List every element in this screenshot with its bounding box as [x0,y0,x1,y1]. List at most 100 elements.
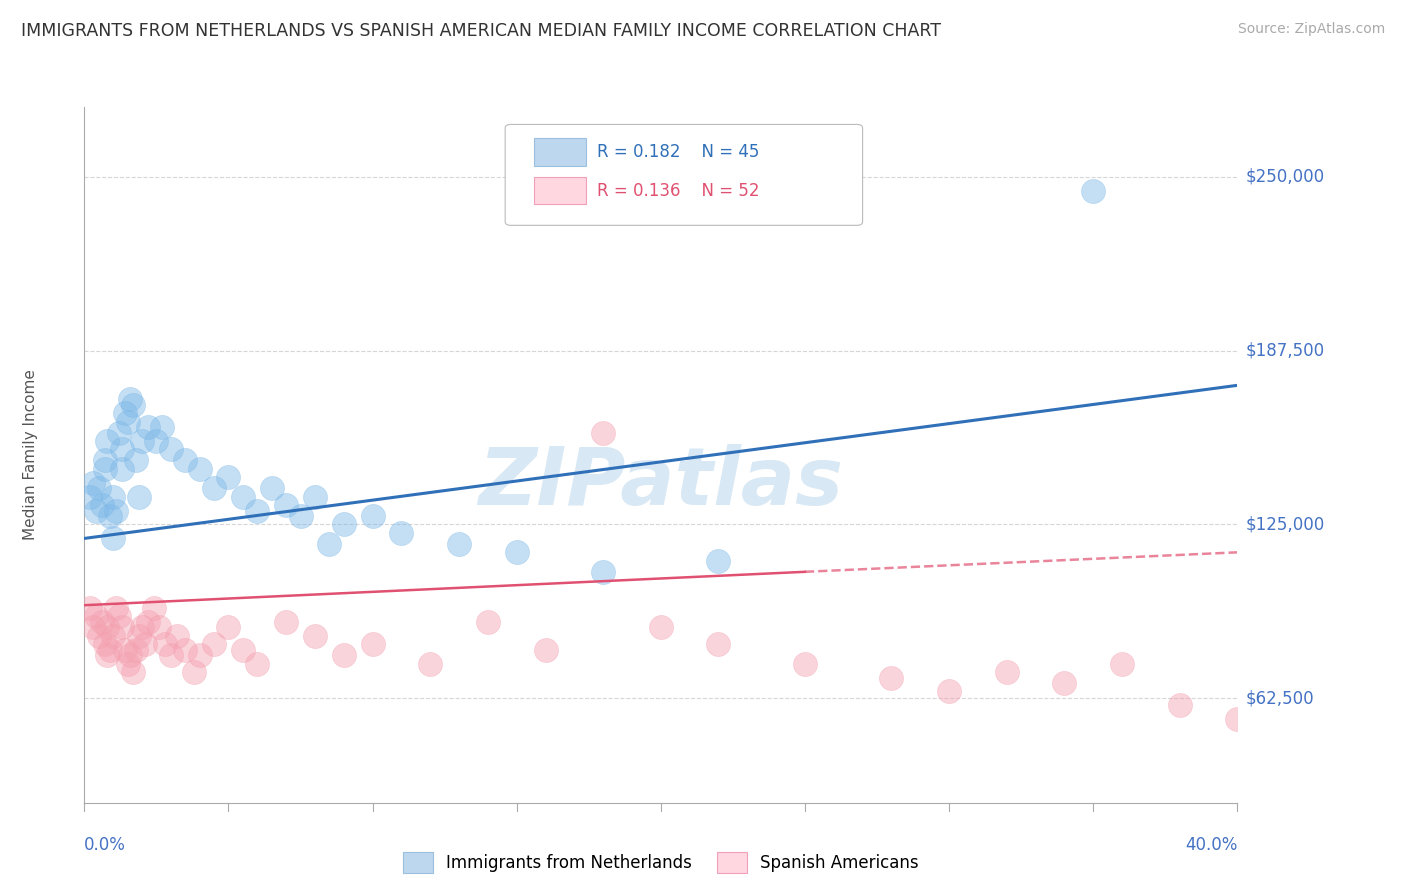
Point [1081,184,1104,198]
Point [136,420,159,434]
Point [114,406,136,420]
Point [160,648,183,663]
Point [153,637,176,651]
Point [103,490,124,504]
Point [122,665,145,679]
Point [142,601,165,615]
Point [117,657,139,671]
Point [111,462,134,476]
Point [79,601,101,615]
Point [938,684,960,698]
Point [103,629,124,643]
Point [87,481,110,495]
Point [592,425,614,440]
Point [793,657,815,671]
Point [103,532,124,546]
Point [304,629,326,643]
Point [1111,657,1133,671]
Point [995,665,1018,679]
Point [506,545,529,559]
Legend: Immigrants from Netherlands, Spanish Americans: Immigrants from Netherlands, Spanish Ame… [396,846,925,880]
Point [108,425,131,440]
Point [232,642,254,657]
FancyBboxPatch shape [534,138,586,166]
Point [188,648,211,663]
Point [111,442,134,457]
Point [122,398,145,412]
Point [136,615,159,629]
Point [145,434,167,448]
Point [134,637,156,651]
Point [232,490,254,504]
Text: Source: ZipAtlas.com: Source: ZipAtlas.com [1237,22,1385,37]
Text: ZIPatlas: ZIPatlas [478,443,844,522]
Point [217,620,239,634]
Point [98,642,121,657]
Point [534,642,557,657]
Point [114,642,136,657]
Point [880,671,903,685]
Point [217,470,239,484]
Point [304,490,326,504]
Point [174,642,197,657]
Point [332,648,354,663]
Point [125,642,148,657]
Point [82,475,104,490]
Point [1168,698,1191,713]
Point [90,498,112,512]
Point [290,509,312,524]
Point [477,615,499,629]
Point [96,620,118,634]
Point [1053,676,1076,690]
Point [93,453,115,467]
Point [87,629,110,643]
Point [128,629,150,643]
Point [274,498,298,512]
Point [150,420,173,434]
Point [166,629,188,643]
Point [361,509,384,524]
Point [84,609,107,624]
Point [105,601,128,615]
Text: $187,500: $187,500 [1246,342,1324,359]
Point [90,615,112,629]
Point [96,434,118,448]
Point [260,481,283,495]
Text: 0.0%: 0.0% [84,836,127,855]
Point [79,490,101,504]
Point [246,657,269,671]
Point [93,637,115,651]
Point [125,453,148,467]
Point [447,537,470,551]
Point [174,453,197,467]
Point [332,517,354,532]
Text: $125,000: $125,000 [1246,516,1326,533]
FancyBboxPatch shape [534,177,586,204]
Text: R = 0.182    N = 45: R = 0.182 N = 45 [598,144,759,161]
Point [592,565,614,579]
Text: IMMIGRANTS FROM NETHERLANDS VS SPANISH AMERICAN MEDIAN FAMILY INCOME CORRELATION: IMMIGRANTS FROM NETHERLANDS VS SPANISH A… [21,22,941,40]
Point [160,442,183,457]
Point [188,462,211,476]
Point [93,462,115,476]
Text: 40.0%: 40.0% [1185,836,1237,855]
Point [202,481,225,495]
Text: $250,000: $250,000 [1246,168,1324,186]
Point [131,434,153,448]
FancyBboxPatch shape [505,124,863,226]
Point [98,509,121,524]
Point [131,620,153,634]
Point [148,620,170,634]
Point [1226,712,1249,726]
Point [111,620,134,634]
Point [84,503,107,517]
Point [120,392,142,407]
Text: $62,500: $62,500 [1246,690,1315,707]
Point [419,657,441,671]
Point [82,620,104,634]
Point [274,615,298,629]
Point [650,620,672,634]
Point [128,490,150,504]
Point [707,554,730,568]
Point [96,648,118,663]
